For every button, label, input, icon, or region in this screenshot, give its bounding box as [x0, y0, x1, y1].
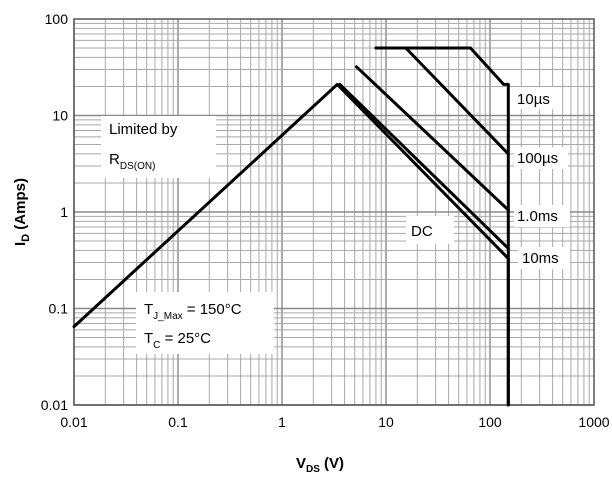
x-tick-label: 0.1: [168, 414, 188, 430]
label-dc: DC: [411, 223, 433, 240]
x-tick-label: 100: [478, 414, 502, 430]
x-axis-title: VDS (V): [296, 455, 344, 475]
annotation-rdson: RDS(ON): [109, 151, 155, 172]
series-line-10s: [404, 46, 510, 407]
plot-frame: [73, 18, 595, 406]
y-tick-label: 10: [52, 108, 68, 124]
y-axis-title: ID (Amps): [12, 178, 32, 246]
y-tick-label: 0.01: [41, 397, 68, 413]
x-tick-label: 1000: [578, 414, 609, 430]
x-tick-label: 1: [278, 414, 286, 430]
y-tick-label: 100: [45, 11, 69, 27]
x-tick-labels: 0.01 0.1 1 10 100 1000: [60, 414, 609, 430]
annotation-tj-max: TJ_Max = 150°C: [144, 301, 242, 322]
label-100us: 100µs: [517, 150, 558, 167]
label-10ms: 10ms: [522, 250, 559, 267]
annotation-backgrounds: [101, 87, 570, 354]
series-line-10ms: [338, 82, 510, 250]
label-10us: 10µs: [517, 91, 550, 108]
y-tick-labels: 100 10 1 0.1 0.01: [41, 11, 68, 413]
annotation-limited-by: Limited by: [109, 121, 178, 138]
y-tick-label: 0.1: [49, 301, 69, 317]
grid: [73, 19, 594, 406]
x-tick-label: 0.01: [60, 414, 87, 430]
label-1ms: 1.0ms: [517, 208, 558, 225]
y-tick-label: 1: [60, 204, 68, 220]
curves: [72, 46, 510, 407]
annotation-tc: TC = 25°C: [144, 330, 211, 351]
series-line-10ms: [355, 65, 510, 212]
x-tick-label: 10: [378, 414, 394, 430]
